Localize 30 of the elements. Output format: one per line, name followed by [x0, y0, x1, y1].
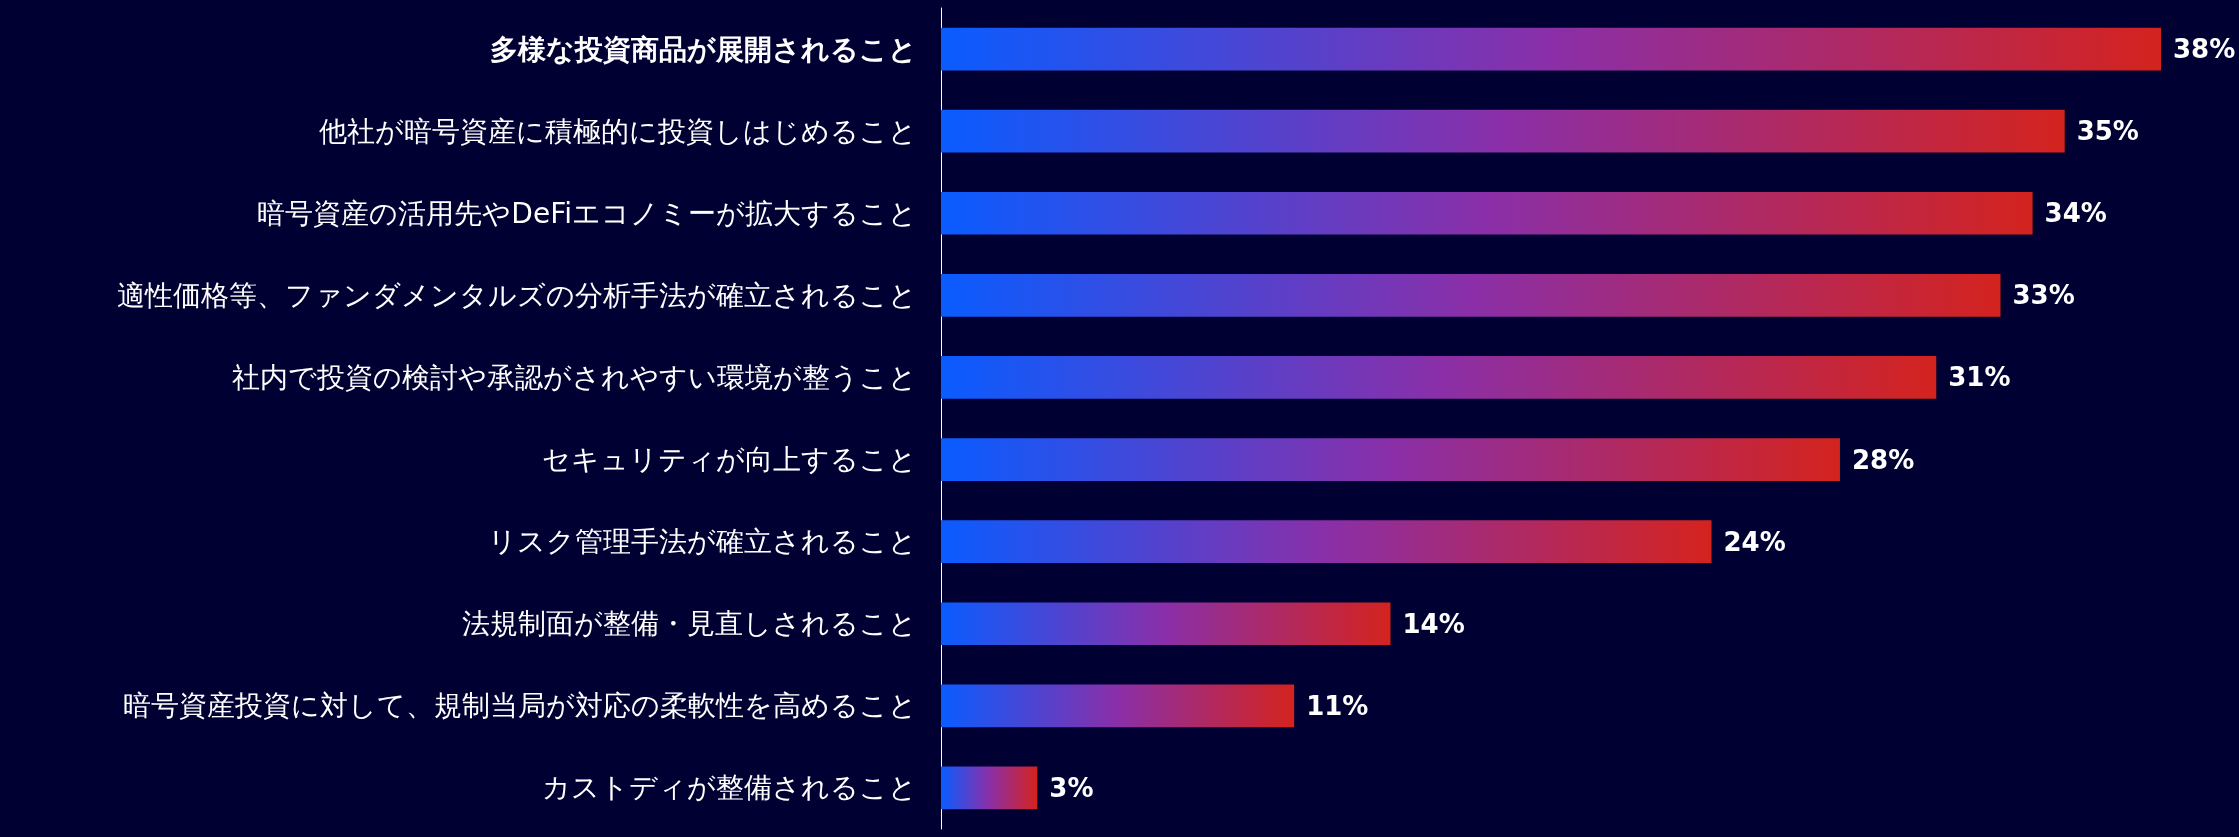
y-tick-label: 多様な投資商品が展開されること — [490, 32, 917, 66]
y-tick-label: リスク管理手法が確立されること — [488, 525, 917, 559]
data-label: 33% — [2012, 280, 2075, 311]
y-tick-label: 他社が暗号資産に積極的に投資しはじめること — [319, 114, 917, 148]
data-label: 11% — [1306, 690, 1369, 721]
data-label: 3% — [1049, 772, 1094, 803]
data-label: 31% — [1948, 362, 2011, 393]
y-tick-label: 暗号資産投資に対して、規制当局が対応の柔軟性を高めること — [123, 689, 917, 723]
y-tick-label: セキュリティが向上すること — [542, 443, 917, 477]
bar — [941, 27, 2161, 71]
data-label: 24% — [1723, 526, 1786, 557]
data-label: 35% — [2076, 116, 2139, 147]
y-tick-label: 適性価格等、ファンダメンタルズの分析手法が確立されること — [117, 278, 917, 312]
bar — [941, 438, 1840, 481]
data-label: 34% — [2044, 198, 2107, 229]
data-label: 38% — [2173, 34, 2236, 65]
data-label: 28% — [1851, 444, 1915, 475]
y-tick-label: カストディが整備されること — [542, 771, 917, 805]
data-label: 14% — [1402, 608, 1465, 639]
bar — [941, 191, 2033, 235]
bar — [941, 766, 1038, 810]
bar — [941, 109, 2065, 153]
bar — [941, 274, 2001, 317]
bar — [941, 602, 1391, 646]
y-tick-label: 社内で投資の検討や承認がされやすい環境が整うこと — [232, 360, 917, 394]
bar — [941, 356, 1937, 399]
bar — [941, 520, 1712, 563]
y-tick-label: 法規制面が整備・見直しされること — [462, 607, 917, 641]
y-tick-label: 暗号資産の活用先やDeFiエコノミーが拡大すること — [257, 196, 917, 230]
bar — [941, 684, 1295, 728]
